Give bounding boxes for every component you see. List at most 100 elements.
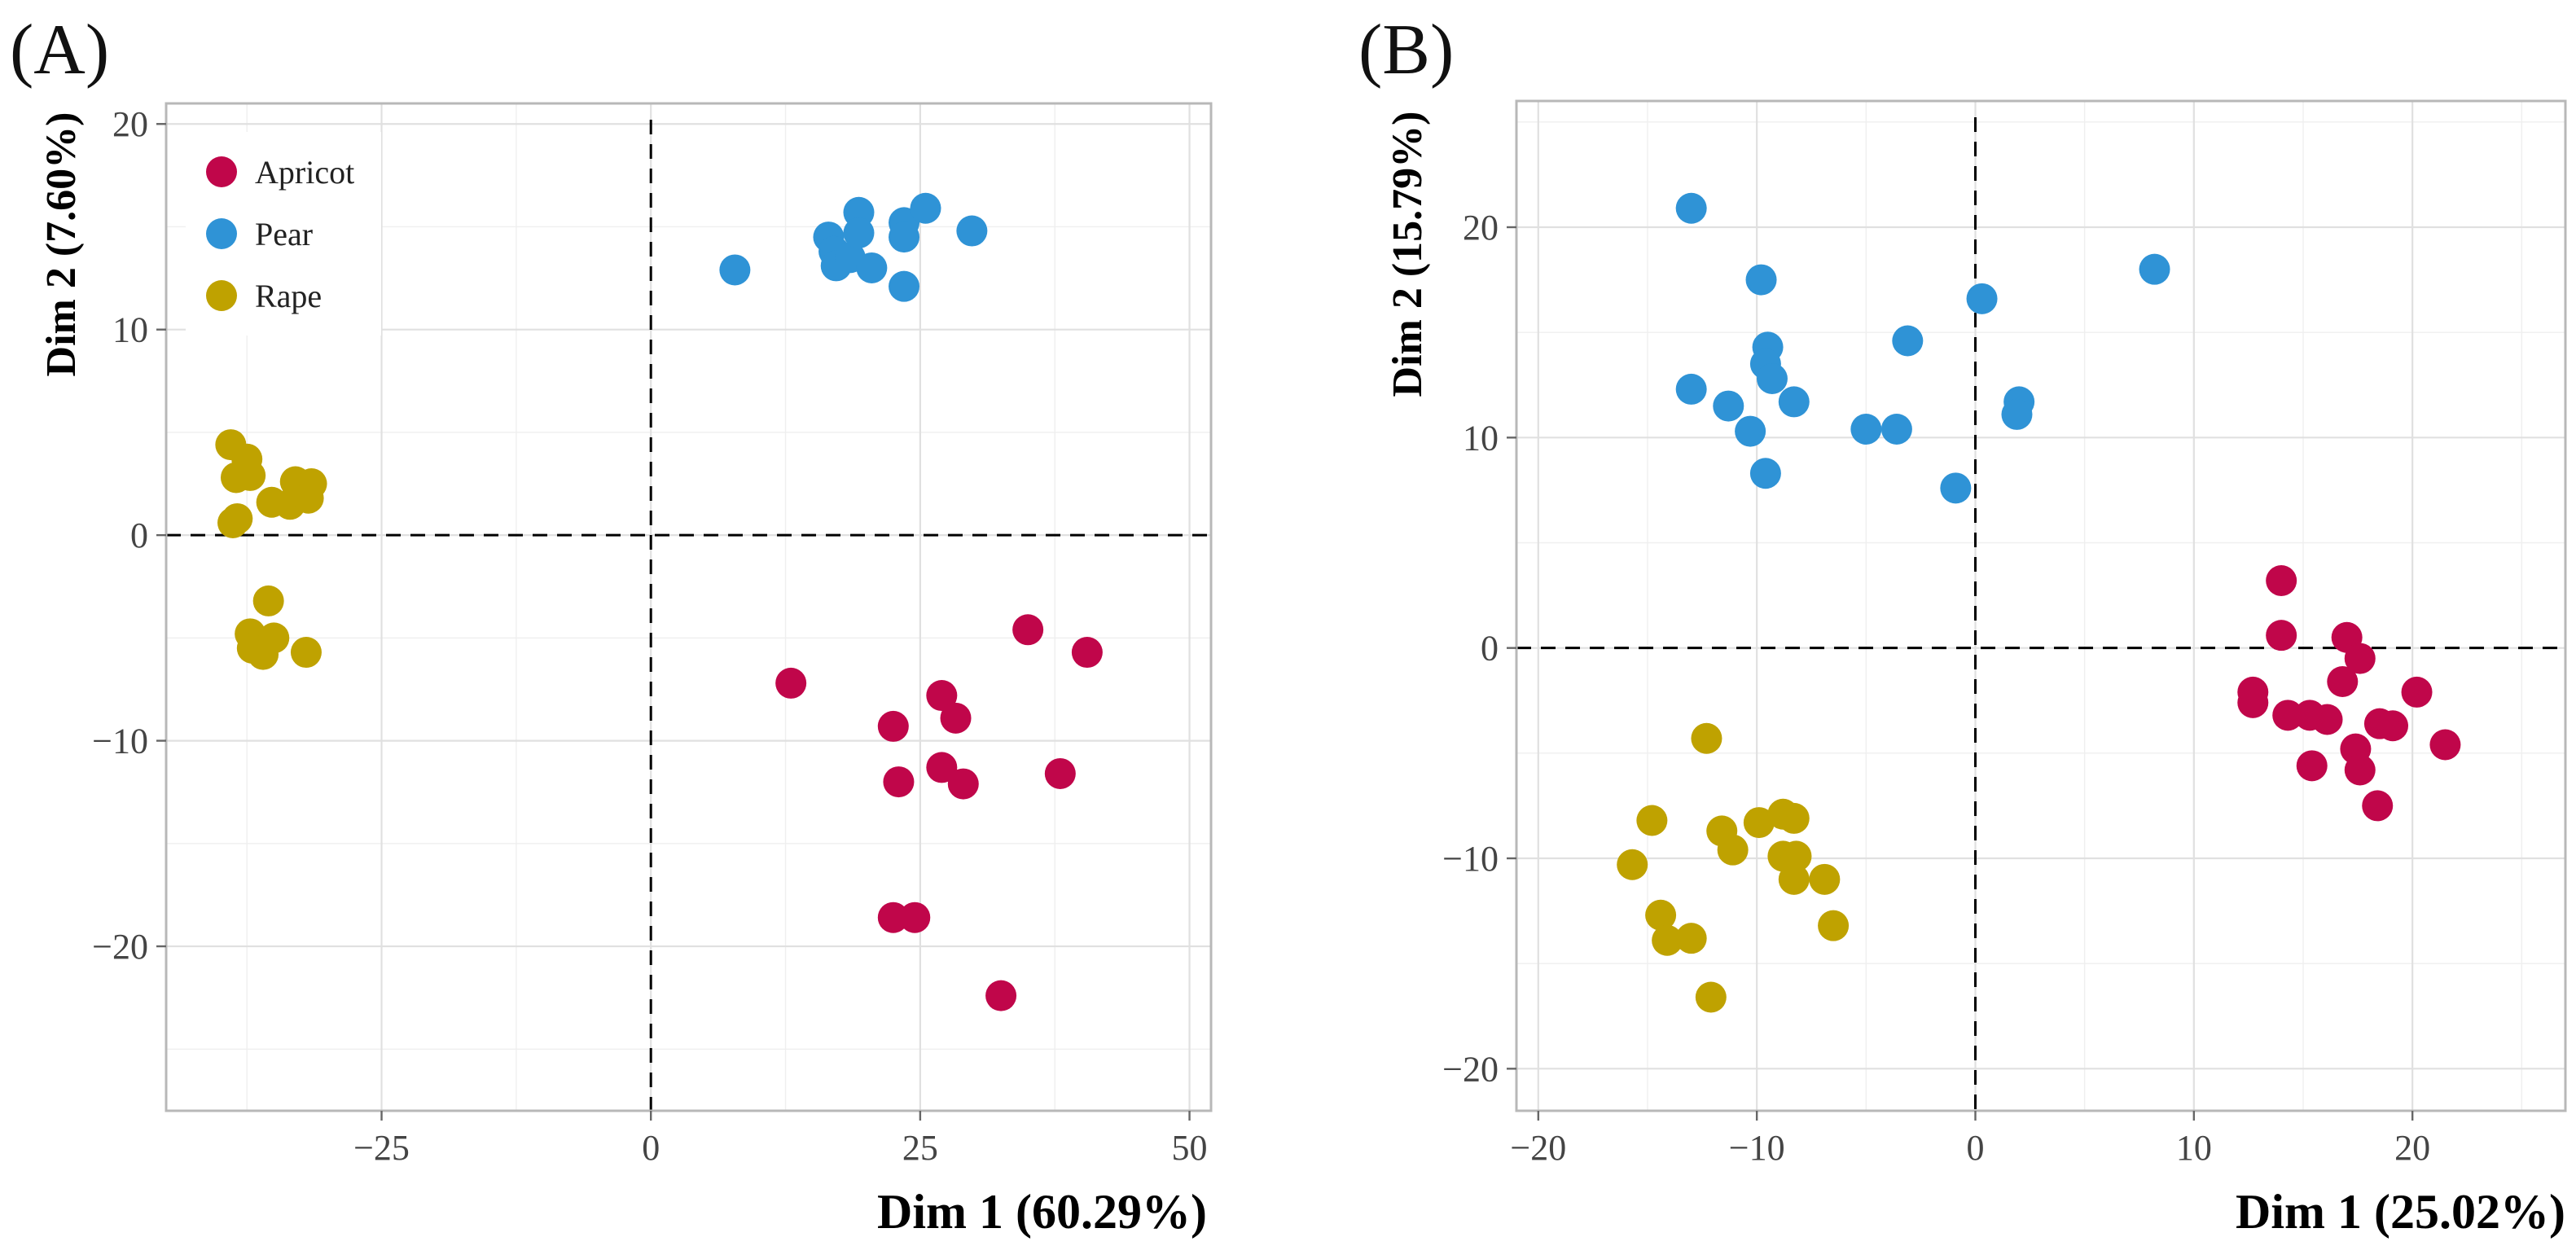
point-rape	[1780, 840, 1812, 872]
point-apricot	[1012, 614, 1044, 646]
y-tick-label: 10	[1463, 418, 1499, 458]
point-apricot	[2266, 620, 2297, 651]
panel-b-y-axis-label: Dim 2 (15.79%)	[1385, 112, 1431, 397]
point-apricot	[2344, 754, 2376, 786]
point-apricot	[926, 752, 958, 783]
point-rape	[1778, 863, 1810, 895]
point-rape	[1743, 807, 1775, 839]
panel-a-x-axis-label: Dim 1 (60.29%)	[877, 1185, 1207, 1239]
point-apricot	[2272, 700, 2304, 731]
panel-b: (B) −20 −10 0 10 20 −20 −10 0 10 20 Dim 1 (25.02…	[1358, 11, 2567, 1239]
point-apricot	[1071, 637, 1103, 669]
panel-b-y-axis: −20 −10 0 10 20	[1442, 208, 1516, 1089]
point-apricot	[2311, 704, 2343, 735]
point-rape	[1652, 924, 1683, 956]
y-tick-label: −20	[1442, 1049, 1499, 1089]
panel-a-y-axis: −20 −10 0 10 20	[92, 104, 166, 967]
point-pear	[910, 192, 941, 224]
point-pear	[1675, 373, 1707, 405]
point-rape	[1695, 981, 1727, 1013]
panel-b-zero-lines	[1516, 117, 2565, 1111]
point-rape	[1675, 923, 1707, 954]
panel-a-x-axis: −25 0 25 50	[353, 1111, 1208, 1168]
x-tick-label: −25	[353, 1128, 410, 1168]
point-pear	[1940, 472, 1972, 504]
y-tick-label: 0	[130, 515, 148, 555]
point-apricot	[1044, 757, 1076, 789]
point-pear	[1756, 363, 1788, 394]
point-pear	[889, 222, 920, 253]
point-rape	[290, 637, 322, 669]
point-rape	[1778, 802, 1810, 834]
panel-b-label: (B)	[1358, 11, 1454, 90]
point-rape	[1717, 834, 1749, 866]
point-apricot	[940, 702, 972, 734]
legend: Apricot Pear Rape	[186, 132, 381, 336]
legend-entry-apricot: Apricot	[206, 154, 354, 191]
panel-a-zero-lines	[166, 120, 1211, 1111]
point-apricot	[2429, 729, 2461, 761]
panel-b-points	[1617, 192, 2461, 1013]
point-apricot	[926, 680, 958, 712]
panel-a-points	[215, 192, 1103, 1011]
legend-pear-marker	[206, 218, 237, 249]
point-pear	[1892, 325, 1924, 357]
point-apricot	[883, 766, 915, 798]
point-apricot	[2327, 666, 2359, 697]
point-rape	[1691, 722, 1722, 754]
point-pear	[843, 217, 875, 249]
point-pear	[1745, 264, 1777, 296]
legend-rape-marker	[206, 280, 237, 311]
y-tick-label: −20	[92, 927, 148, 967]
point-pear	[856, 252, 888, 283]
x-tick-label: 25	[902, 1128, 938, 1168]
point-pear	[1675, 192, 1707, 224]
panel-a-plot-frame	[165, 102, 1213, 1112]
y-tick-label: −10	[92, 722, 148, 761]
y-tick-label: −10	[1442, 839, 1499, 879]
legend-apricot-marker	[206, 156, 237, 187]
point-pear	[2139, 253, 2170, 285]
point-rape	[252, 585, 284, 616]
point-rape	[1645, 899, 1677, 931]
x-tick-label: 20	[2394, 1128, 2430, 1168]
y-tick-label: 20	[1463, 208, 1499, 248]
x-tick-label: 0	[1967, 1128, 1985, 1168]
point-pear	[2001, 398, 2033, 430]
point-apricot	[2266, 565, 2297, 596]
point-rape	[1818, 910, 1850, 941]
panel-b-x-axis: −20 −10 0 10 20	[1510, 1111, 2430, 1168]
point-rape	[1617, 849, 1648, 880]
point-apricot	[877, 710, 909, 742]
point-rape	[292, 482, 324, 514]
point-apricot	[2377, 710, 2409, 742]
point-pear	[1778, 386, 1810, 418]
x-tick-label: 10	[2176, 1128, 2212, 1168]
point-pear	[889, 270, 920, 302]
point-rape	[222, 502, 253, 534]
point-pear	[1713, 390, 1744, 422]
x-tick-label: 0	[642, 1128, 660, 1168]
point-pear	[1749, 458, 1781, 489]
point-apricot	[2362, 790, 2394, 822]
y-tick-label: 10	[112, 310, 148, 350]
x-tick-label: 50	[1172, 1128, 1208, 1168]
point-apricot	[2401, 676, 2433, 708]
legend-rape-label: Rape	[255, 278, 322, 314]
panel-a-y-axis-label: Dim 2 (7.60%)	[38, 112, 85, 377]
point-pear	[1880, 414, 1912, 445]
point-apricot	[877, 901, 909, 933]
legend-entry-pear: Pear	[206, 216, 313, 252]
panel-b-gridlines	[1516, 101, 2565, 1111]
point-pear	[956, 215, 988, 247]
point-pear	[719, 254, 751, 286]
point-apricot	[947, 768, 979, 800]
legend-apricot-label: Apricot	[255, 154, 354, 191]
y-tick-label: 20	[112, 104, 148, 144]
point-pear	[1850, 414, 1882, 445]
panel-b-plot-frame	[1515, 99, 2567, 1112]
y-tick-label: 0	[1481, 629, 1499, 669]
legend-pear-label: Pear	[255, 216, 313, 252]
x-tick-label: −20	[1510, 1128, 1566, 1168]
